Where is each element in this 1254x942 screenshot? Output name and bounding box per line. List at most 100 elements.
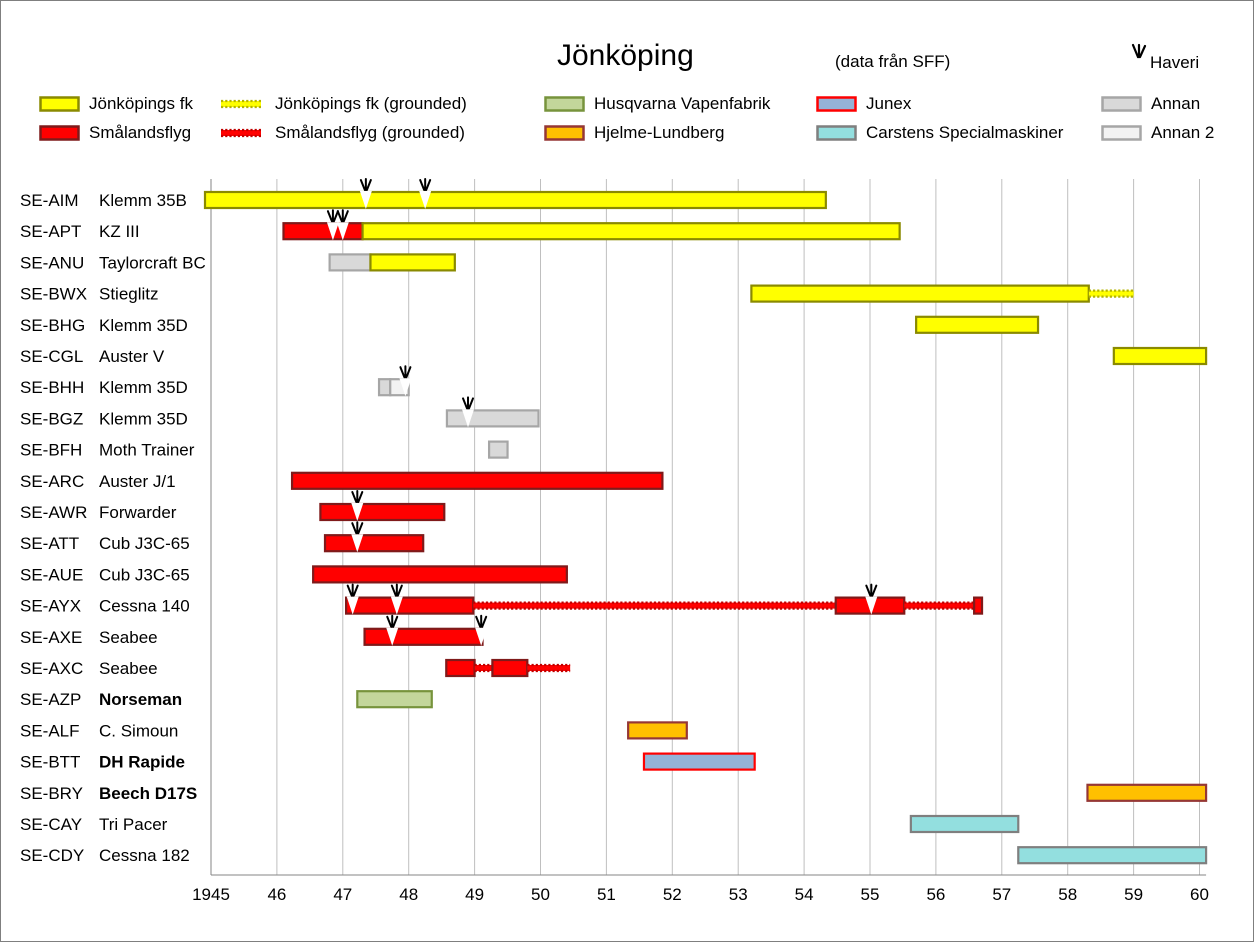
x-tick-label: 51 <box>597 885 616 904</box>
legend-swatch <box>39 125 80 141</box>
crash-marker <box>336 209 349 241</box>
gantt-row: SE-BWX Stieglitz <box>20 284 1134 304</box>
chart-subtitle: (data från SFF) <box>835 52 951 71</box>
gantt-bar <box>377 378 392 397</box>
gantt-row: SE-APT KZ III <box>20 209 901 241</box>
legend-swatch <box>544 96 585 112</box>
legend-label: Smålandsflyg (grounded) <box>275 123 465 142</box>
row-registration: SE-BFH <box>20 441 82 460</box>
x-tick-label: 48 <box>399 885 418 904</box>
gantt-bar <box>319 502 446 522</box>
crash-marker <box>359 178 372 209</box>
legend-label: Carstens Specialmaskiner <box>866 123 1064 142</box>
legend-label: Smålandsflyg <box>89 123 192 142</box>
crash-marker <box>462 396 475 428</box>
row-aircraft-type: Klemm 35D <box>99 409 188 428</box>
crash-marker <box>865 583 878 615</box>
row-aircraft-type: Beech D17S <box>99 784 197 803</box>
legend-label: Husqvarna Vapenfabrik <box>594 94 771 113</box>
gantt-bar <box>328 253 372 272</box>
row-aircraft-type: DH Rapide <box>99 753 185 772</box>
x-tick-label: 50 <box>531 885 550 904</box>
crash-marker <box>326 209 339 241</box>
gantt-bar <box>363 627 484 646</box>
gantt-row: SE-CAY Tri Pacer <box>20 814 1020 834</box>
gantt-bar <box>290 471 664 490</box>
row-registration: SE-BTT <box>20 753 80 772</box>
gantt-bar <box>627 721 688 740</box>
row-registration: SE-BGZ <box>20 409 83 428</box>
row-aircraft-type: KZ III <box>99 222 140 241</box>
row-aircraft-type: Cub J3C-65 <box>99 565 190 584</box>
row-aircraft-type: C. Simoun <box>99 721 178 740</box>
gantt-bar-grounded <box>473 601 836 610</box>
legend-label: Annan 2 <box>1151 123 1215 142</box>
row-aircraft-type: Klemm 35B <box>99 191 187 210</box>
gantt-bar <box>909 814 1020 834</box>
row-registration: SE-ARC <box>20 472 84 491</box>
legend-swatch <box>816 125 857 141</box>
gantt-bar <box>915 315 1040 334</box>
row-registration: SE-BWX <box>20 285 87 304</box>
row-registration: SE-AYX <box>20 597 81 616</box>
gantt-bar-grounded <box>527 663 571 673</box>
x-tick-label: 54 <box>795 885 814 904</box>
gantt-bar <box>369 253 456 272</box>
row-registration: SE-ALF <box>20 721 80 740</box>
row-registration: SE-CDY <box>20 846 84 865</box>
legend-swatch <box>544 125 585 141</box>
legend-swatch <box>1101 125 1142 141</box>
gantt-row: SE-CDY Cessna 182 <box>20 846 1208 865</box>
gantt-bar <box>491 658 529 678</box>
row-registration: SE-CGL <box>20 347 83 366</box>
gantt-row: SE-ATT Cub J3C-65 <box>20 521 425 553</box>
gantt-row: SE-CGL Auster V <box>20 346 1208 366</box>
row-registration: SE-AIM <box>20 191 79 210</box>
crash-marker-icon <box>1131 43 1147 59</box>
row-registration: SE-BHG <box>20 316 85 335</box>
gantt-bar <box>487 440 509 459</box>
row-registration: SE-BRY <box>20 784 83 803</box>
gantt-bar-grounded <box>904 601 975 610</box>
gantt-row: SE-ARC Auster J/1 <box>20 471 664 491</box>
crash-marker <box>390 583 403 615</box>
crash-marker <box>475 614 488 646</box>
gantt-bar-grounded <box>1088 289 1134 298</box>
row-aircraft-type: Auster J/1 <box>99 472 176 491</box>
crash-marker <box>351 521 364 553</box>
chart-title: Jönköping <box>557 39 694 72</box>
row-aircraft-type: Seabee <box>99 659 158 678</box>
x-tick-label: 47 <box>333 885 352 904</box>
x-tick-label: 46 <box>267 885 286 904</box>
x-tick-label: 58 <box>1058 885 1077 904</box>
x-tick-label: 57 <box>992 885 1011 904</box>
gantt-row: SE-BGZ Klemm 35D <box>20 396 540 428</box>
gantt-bar <box>282 222 364 241</box>
row-registration: SE-AWR <box>20 503 87 522</box>
x-tick-label: 59 <box>1124 885 1143 904</box>
gantt-row: SE-BRY Beech D17S <box>20 783 1208 803</box>
crash-marker <box>346 583 359 615</box>
gantt-bar <box>203 190 827 210</box>
legend-label: Hjelme-Lundberg <box>594 123 725 142</box>
gantt-bar <box>1112 346 1208 366</box>
gantt-row: SE-AXC Seabee <box>20 658 571 678</box>
legend-swatch <box>39 96 80 112</box>
gantt-bar <box>973 596 984 615</box>
legend-swatch <box>816 96 857 112</box>
gantt-bar-grounded <box>474 663 493 673</box>
row-aircraft-type: Tri Pacer <box>99 815 168 834</box>
x-tick-label: 49 <box>465 885 484 904</box>
gantt-bar <box>356 690 433 709</box>
row-registration: SE-ANU <box>20 253 84 272</box>
crash-marker <box>399 365 412 397</box>
gantt-bar <box>750 284 1090 303</box>
gantt-bar <box>445 409 540 428</box>
gantt-row: SE-AWR Forwarder <box>20 490 446 522</box>
crash-marker <box>386 614 399 646</box>
haveri-label: Haveri <box>1150 53 1200 72</box>
crash-marker <box>419 178 432 209</box>
row-aircraft-type: Forwarder <box>99 503 177 522</box>
row-registration: SE-AUE <box>20 565 83 584</box>
